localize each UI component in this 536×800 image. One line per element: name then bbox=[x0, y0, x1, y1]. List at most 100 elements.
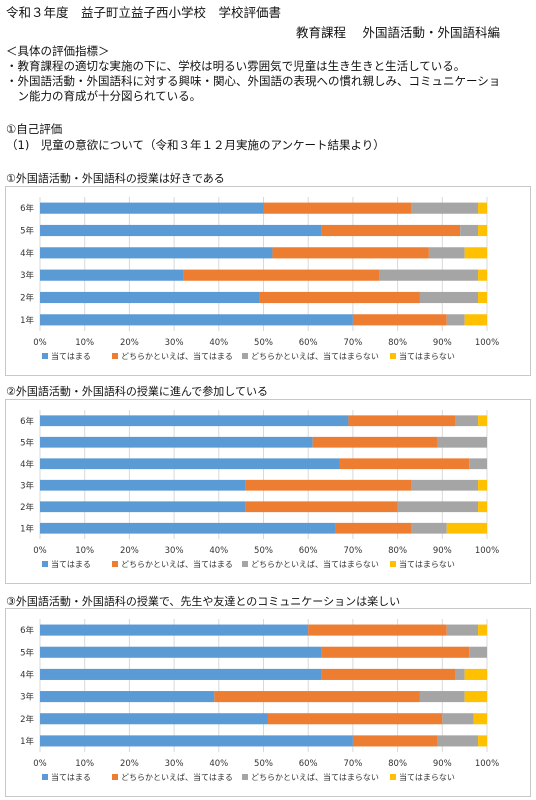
legend-label: 当てはまらない bbox=[399, 559, 455, 569]
legend-label: 当てはまらない bbox=[399, 351, 455, 361]
bar-segment bbox=[464, 247, 487, 259]
chart-2-frame: 0% 10% 20% 30% 40% 50% 60% 70% 80% 90% 100% 6年 5年 4年 3… bbox=[5, 399, 531, 584]
bar-segment bbox=[321, 668, 456, 680]
category-label: 5年 bbox=[20, 437, 34, 448]
x-tick-label: 70% bbox=[343, 759, 362, 769]
x-tick-label: 70% bbox=[343, 338, 362, 348]
x-tick-label: 90% bbox=[433, 338, 452, 348]
category-label: 2年 bbox=[20, 714, 34, 725]
bar-segment bbox=[214, 691, 420, 703]
bar-segment bbox=[40, 668, 322, 680]
category-label: 4年 bbox=[20, 669, 34, 680]
bar-segment bbox=[312, 436, 438, 448]
x-tick-label: 0% bbox=[33, 338, 47, 348]
bar-segment bbox=[437, 436, 487, 448]
bar-segment bbox=[40, 269, 184, 281]
x-tick-label: 40% bbox=[209, 546, 228, 556]
document-subtitle: 教育課程 外国語活動・外国語科編 bbox=[296, 25, 500, 40]
bar-segment bbox=[40, 202, 264, 214]
x-tick-label: 100% bbox=[475, 338, 499, 348]
bar-segment bbox=[40, 291, 260, 304]
legend-swatch bbox=[390, 774, 396, 780]
bar-segment bbox=[40, 436, 313, 448]
indicator-item-3: ン能力の育成が十分図られている。 bbox=[6, 89, 202, 103]
x-tick-label: 80% bbox=[388, 546, 407, 556]
x-tick-label: 30% bbox=[165, 759, 184, 769]
x-tick-label: 40% bbox=[209, 759, 228, 769]
bar-segment bbox=[352, 735, 438, 747]
bar-segment bbox=[379, 269, 479, 281]
x-tick-label: 50% bbox=[254, 338, 273, 348]
bar-segment bbox=[478, 479, 487, 491]
bar-segment bbox=[464, 668, 487, 680]
x-tick-label: 10% bbox=[75, 546, 94, 556]
bar-segment bbox=[40, 458, 340, 470]
x-tick-label: 70% bbox=[343, 546, 362, 556]
category-label: 5年 bbox=[20, 647, 34, 658]
legend-swatch bbox=[242, 774, 248, 780]
legend-swatch bbox=[112, 353, 118, 359]
bar-segment bbox=[40, 479, 246, 491]
chart-3-frame: 0% 10% 20% 30% 40% 50% 60% 70% 80% 90% 100% 6年 5年 4年 3… bbox=[5, 608, 531, 797]
bar-segment bbox=[245, 479, 412, 491]
category-label: 4年 bbox=[20, 248, 34, 259]
x-tick-label: 100% bbox=[475, 546, 499, 556]
bar-segment bbox=[267, 713, 443, 725]
x-tick-label: 20% bbox=[120, 759, 139, 769]
x-tick-label: 10% bbox=[75, 759, 94, 769]
x-tick-label: 30% bbox=[165, 546, 184, 556]
legend-swatch bbox=[112, 774, 118, 780]
x-tick-label: 50% bbox=[254, 759, 273, 769]
category-label: 1年 bbox=[20, 315, 34, 326]
category-label: 5年 bbox=[20, 226, 34, 237]
bar-segment bbox=[428, 247, 465, 259]
legend-label: 当てはまる bbox=[51, 351, 91, 361]
category-label: 6年 bbox=[20, 625, 34, 636]
bar-segment bbox=[478, 624, 487, 636]
category-label: 3年 bbox=[20, 480, 34, 491]
category-label: 4年 bbox=[20, 459, 34, 470]
bar-segment bbox=[348, 415, 456, 427]
bar-segment bbox=[339, 458, 470, 470]
x-tick-label: 20% bbox=[120, 338, 139, 348]
bar-segment bbox=[478, 224, 487, 237]
bar-segment bbox=[478, 291, 487, 304]
category-label: 2年 bbox=[20, 502, 34, 513]
bar-segment bbox=[442, 713, 474, 725]
legend-swatch bbox=[242, 561, 248, 567]
legend-label: どちらかといえば、当てはまらない bbox=[251, 559, 379, 569]
legend-label: どちらかといえば、当てはまる bbox=[121, 559, 233, 569]
legend-swatch bbox=[42, 774, 48, 780]
x-tick-label: 30% bbox=[165, 338, 184, 348]
bar-segment bbox=[40, 247, 273, 259]
chart-2: 0% 10% 20% 30% 40% 50% 60% 70% 80% 90% 100% 6年 5年 4年 3… bbox=[20, 410, 499, 569]
chart-3-title: ③外国語活動・外国語科の授業で、先生や友達とのコミュニケーションは楽しい bbox=[6, 595, 401, 608]
x-tick-label: 60% bbox=[299, 546, 318, 556]
bar-segment bbox=[40, 691, 215, 703]
bar-segment bbox=[411, 522, 447, 534]
legend-swatch bbox=[42, 353, 48, 359]
chart-3: 0% 10% 20% 30% 40% 50% 60% 70% 80% 90% 100% 6年 5年 4年 3… bbox=[20, 619, 499, 782]
bar-segment bbox=[321, 646, 470, 658]
x-tick-label: 50% bbox=[254, 546, 273, 556]
category-label: 3年 bbox=[20, 270, 34, 281]
bar-segment bbox=[473, 713, 487, 725]
category-label: 1年 bbox=[20, 736, 34, 747]
legend-label: どちらかといえば、当てはまる bbox=[121, 772, 233, 782]
chart-2-title: ②外国語活動・外国語科の授業に進んで参加している bbox=[6, 385, 268, 398]
bar-segment bbox=[446, 522, 487, 534]
bar-segment bbox=[259, 291, 420, 304]
bar-segment bbox=[40, 224, 322, 237]
x-tick-label: 100% bbox=[475, 759, 499, 769]
bar-segment bbox=[464, 314, 487, 326]
legend-label: 当てはまる bbox=[51, 559, 91, 569]
bar-segment bbox=[478, 735, 487, 747]
indicator-item-1: ・教育課程の適切な実施の下に、学校は明るい雰囲気で児童は生き生きと生活している。 bbox=[6, 59, 466, 73]
x-tick-label: 60% bbox=[299, 759, 318, 769]
self-eval-subheading: （1) 児童の意欲について（令和３年１２月実施のアンケート結果より） bbox=[6, 138, 385, 152]
category-label: 6年 bbox=[20, 416, 34, 427]
legend-label: どちらかといえば、当てはまる bbox=[121, 351, 233, 361]
chart-1-frame: 0% 10% 20% 30% 40% 50% 60% 70% 80% 90% 100% 6年 5年 4年 3… bbox=[5, 186, 531, 376]
bar-segment bbox=[411, 202, 479, 214]
bar-segment bbox=[419, 691, 465, 703]
